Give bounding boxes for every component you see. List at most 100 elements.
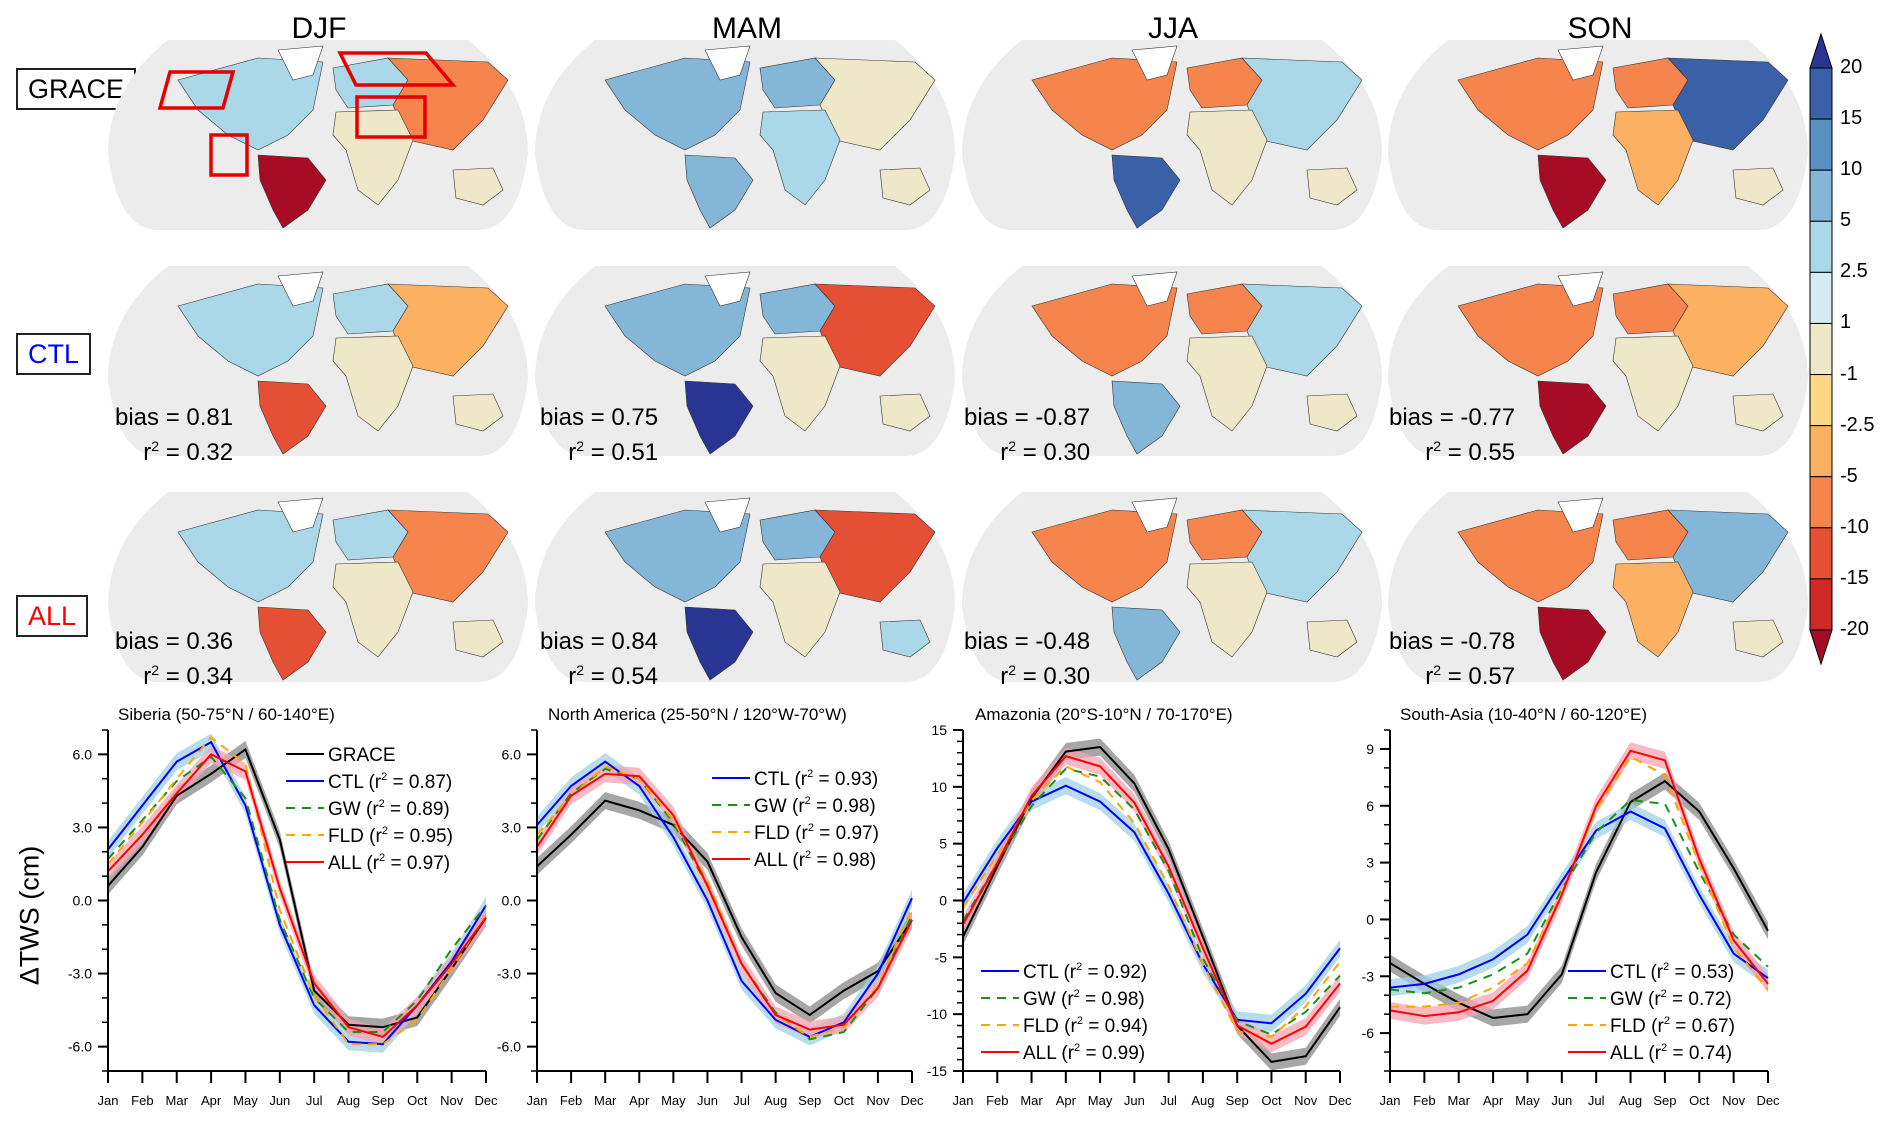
x-tick-label: Oct [1261,1093,1282,1108]
x-tick-label: May [661,1093,686,1108]
land-asia [1667,57,1789,151]
x-tick-label: Oct [834,1093,855,1108]
season-title-son: SON [1567,12,1633,45]
land-africa [1186,109,1268,206]
legend-label-all: ALL (r2 = 0.74) [1610,1042,1732,1064]
r2-value: r2 = 0.57 [1425,662,1516,690]
colorbar-box [1809,425,1833,478]
y-tick-label: 9 [1366,741,1374,757]
map-panel-r0-c0 [108,40,528,230]
x-tick-label: Mar [166,1093,189,1108]
legend-label-ctl: CTL (r2 = 0.53) [1610,961,1734,983]
x-tick-label: Aug [764,1093,787,1108]
land-australia [1732,167,1784,206]
legend-label-ctl: CTL (r2 = 0.92) [1023,961,1147,983]
chart-title: South-Asia (10-40°N / 60-120°E) [1400,705,1647,724]
land-south-america [257,154,327,229]
land-asia [387,57,509,151]
y-tick-label: 0 [1366,911,1374,927]
land-africa [759,561,841,658]
band-ctl [1390,802,1768,997]
land-australia [1732,393,1784,432]
y-tick-label: -15 [927,1063,947,1079]
colorbar-box [1809,578,1833,631]
land-greenland [1131,45,1178,81]
x-tick-label: Oct [407,1093,428,1108]
land-greenland [277,271,324,307]
land-north-america [604,57,751,151]
land-greenland [1557,45,1604,81]
map-panel-r2-c0 [108,492,528,682]
land-south-america [257,606,327,681]
bias-value: bias = 0.81 [115,404,234,431]
region-box-amazonia [209,133,249,177]
series-line-grace [107,747,487,1029]
land-greenland [1131,497,1178,533]
y-tick-label: 3 [1366,855,1374,871]
stat-ctl-mam: bias = 0.75 r2 = 0.51 [540,404,658,467]
stat-all-djf: bias = 0.36 r2 = 0.34 [115,628,233,691]
land-africa [759,335,841,432]
bias-value: bias = -0.78 [1389,628,1516,655]
y-tick-label: 0 [939,893,947,909]
land-asia [814,283,936,377]
colorbar-tick-label: -15 [1840,566,1869,589]
x-tick-label: Dec [474,1093,498,1108]
colorbar-tick-label: 20 [1840,56,1863,78]
legend-label-fld: FLD (r2 = 0.97) [754,822,879,844]
map-panel-r0-c3 [1388,40,1808,230]
land-africa [332,335,414,432]
map-panel-r2-c2 [962,492,1382,682]
x-tick-label: Apr [1483,1093,1504,1108]
x-tick-label: Aug [1619,1093,1642,1108]
x-tick-label: Aug [337,1093,360,1108]
land-south-america [684,154,754,229]
legend-label-fld: FLD (r2 = 0.67) [1610,1015,1735,1037]
colorbar-box [1809,476,1833,529]
land-north-america [1457,57,1604,151]
x-tick-label: Jan [953,1093,974,1108]
x-tick-label: Dec [1756,1093,1780,1108]
season-title-djf: DJF [291,12,347,45]
land-africa [332,109,414,206]
series-line-ctl [1389,810,1769,989]
season-title-mam: MAM [712,12,782,45]
series-line-ctl [536,760,913,1039]
colorbar-box [1809,169,1833,222]
map-panel-r2-c1 [535,492,955,682]
land-asia [1667,283,1789,377]
colorbar-tick-label: -5 [1840,464,1858,487]
map-panel-r1-c2 [962,266,1382,456]
x-tick-label: Mar [1448,1093,1471,1108]
chart-2: Amazonia (20°S-10°N / 70-170°E) -15 -10 -5 0… [927,705,1352,1108]
legend-label-gw: GW (r2 = 0.72) [1610,988,1732,1010]
stat-ctl-djf: bias = 0.81 r2 = 0.32 [115,404,233,467]
colorbar-lower-triangle [1809,629,1833,666]
x-tick-label: Jan [98,1093,119,1108]
series-line-fld [962,765,1341,1038]
land-greenland [277,45,324,81]
series-line-fld [107,735,487,1046]
colorbar-tick-label: -10 [1840,515,1869,538]
land-australia [1732,619,1784,658]
land-greenland [1557,271,1604,307]
r2-value: r2 = 0.30 [1000,438,1091,466]
bias-value: bias = -0.48 [964,628,1091,655]
land-asia [1241,509,1363,603]
land-north-america [1457,283,1604,377]
line-charts: Siberia (50-75°N / 60-140°E) -6.0 -3.0 0.0 3… [68,705,1780,1108]
y-tick-label: -3 [1362,968,1375,984]
x-tick-label: Nov [1294,1093,1318,1108]
land-africa [759,109,841,206]
land-greenland [1557,497,1604,533]
r2-value: r2 = 0.34 [143,662,234,690]
x-tick-label: Nov [440,1093,464,1108]
x-tick-label: Sep [1226,1093,1249,1108]
land-australia [1306,167,1358,206]
colorbar-box [1809,271,1833,324]
colorbar-tick-label: -1 [1840,362,1858,385]
band-grace [537,792,912,1024]
land-south-america [1111,380,1181,455]
x-tick-label: Apr [629,1093,650,1108]
